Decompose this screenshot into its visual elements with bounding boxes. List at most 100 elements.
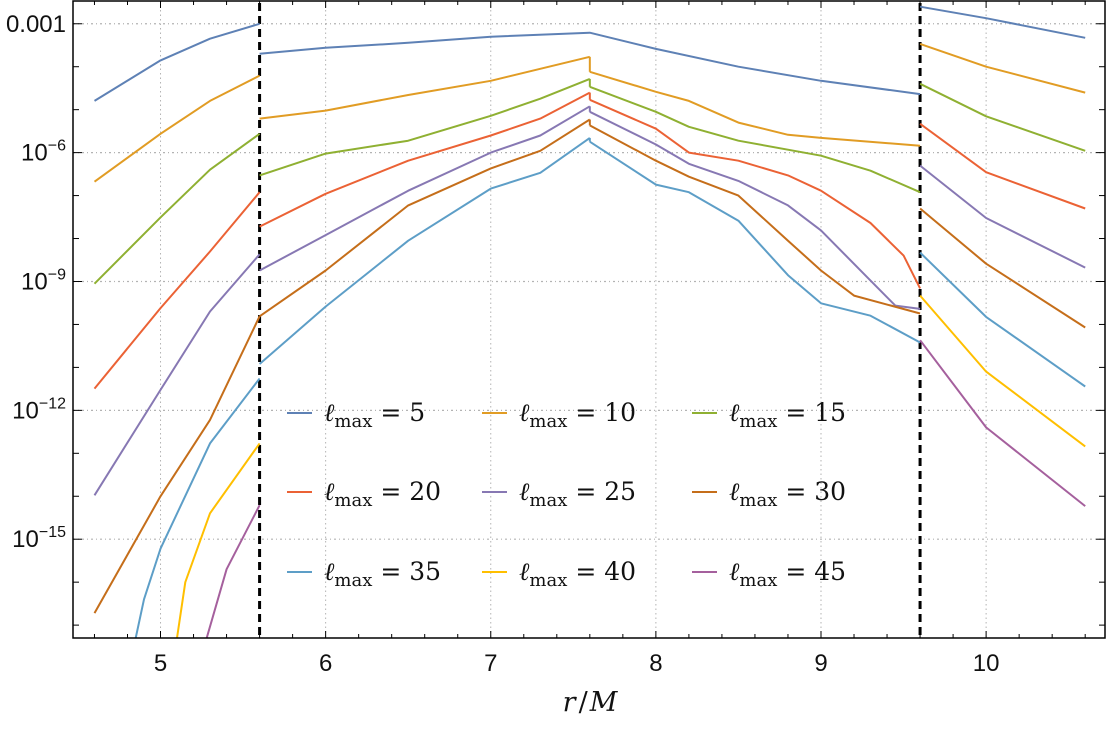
x-axis-title-r: r — [563, 687, 578, 718]
series-line — [258, 137, 591, 365]
y-tick-label: 10−12 — [12, 395, 66, 424]
legend-label: ℓmax = 40 — [519, 557, 636, 591]
x-tick-labels: 5 6 7 8 9 10 — [154, 650, 1000, 677]
y-tick-exponent: −6 — [48, 138, 66, 155]
series-line — [205, 504, 261, 639]
y-tick-base: 0.001 — [6, 11, 66, 38]
y-tick-label: 10−6 — [21, 138, 66, 167]
series-line — [589, 70, 921, 147]
series-line — [919, 339, 1086, 507]
legend-value: = 35 — [380, 557, 441, 586]
series-line — [589, 140, 921, 344]
series-line — [589, 98, 921, 289]
series-line — [93, 253, 261, 496]
x-tick-label: 7 — [484, 650, 497, 677]
y-tick-label: 10−15 — [12, 524, 66, 553]
legend-value: = 15 — [785, 398, 846, 427]
grid — [73, 1, 1105, 638]
dashed-lines — [258, 3, 922, 638]
legend-symbol: ℓ — [729, 398, 740, 427]
legend-subscript: max — [739, 490, 777, 511]
legend-subscript: max — [334, 490, 372, 511]
y-tick-base: 10 — [21, 268, 48, 295]
legend-subscript: max — [529, 570, 567, 591]
x-axis-title-m: M — [589, 687, 619, 718]
series-line — [919, 122, 1086, 210]
legend-value: = 10 — [575, 398, 636, 427]
legend-label: ℓmax = 20 — [324, 477, 441, 511]
series-line — [919, 5, 1086, 39]
series-line — [93, 315, 261, 614]
legend-subscript: max — [739, 411, 777, 432]
series-line — [259, 91, 591, 228]
series-line — [259, 55, 591, 120]
y-tick-base: 10 — [21, 140, 48, 167]
series-line — [259, 118, 591, 318]
series-line — [919, 207, 1086, 329]
x-tick-label: 6 — [319, 650, 332, 677]
series-line — [919, 42, 1086, 94]
series-line — [589, 124, 921, 315]
legend-value: = 5 — [380, 398, 425, 427]
series-line — [93, 191, 261, 390]
series-line — [134, 377, 261, 639]
legend-value: = 45 — [785, 557, 846, 586]
legend-value: = 40 — [575, 557, 636, 586]
x-axis-title: r/M — [563, 687, 619, 718]
legend-label: ℓmax = 15 — [729, 398, 846, 432]
x-tick-label: 10 — [973, 650, 1000, 677]
y-tick-exponent: −12 — [39, 395, 66, 412]
x-tick-label: 9 — [814, 650, 827, 677]
legend-label: ℓmax = 30 — [729, 477, 846, 511]
legend-item: ℓmax = 30 — [692, 477, 846, 511]
y-tick-label: 10−9 — [21, 266, 66, 295]
legend-subscript: max — [334, 570, 372, 591]
legend-item: ℓmax = 45 — [692, 557, 846, 591]
series-line — [176, 442, 261, 639]
legend-symbol: ℓ — [729, 557, 740, 586]
y-tick-base: 10 — [12, 526, 39, 553]
series-line — [589, 110, 921, 310]
x-tick-label: 8 — [649, 650, 662, 677]
legend-label: ℓmax = 5 — [324, 398, 425, 432]
legend-subscript: max — [529, 411, 567, 432]
legend-item: ℓmax = 5 — [287, 398, 425, 432]
legend-label: ℓmax = 25 — [519, 477, 636, 511]
legend-symbol: ℓ — [324, 398, 335, 427]
legend-item: ℓmax = 10 — [482, 398, 636, 432]
series-line — [589, 85, 921, 194]
legend-item: ℓmax = 40 — [482, 557, 636, 591]
y-tick-base: 10 — [12, 397, 39, 424]
y-tick-label: 0.001 — [6, 11, 66, 38]
legend-item: ℓmax = 25 — [482, 477, 636, 511]
series-line — [259, 31, 921, 96]
legend-item: ℓmax = 20 — [287, 477, 441, 511]
series-line — [919, 82, 1086, 152]
series-line — [93, 74, 261, 183]
legend-item: ℓmax = 35 — [287, 557, 441, 591]
series-line — [93, 22, 260, 102]
series-line — [259, 77, 591, 177]
legend-label: ℓmax = 10 — [519, 398, 636, 432]
legend-symbol: ℓ — [729, 477, 740, 506]
series-lines — [93, 5, 1086, 639]
y-tick-exponent: −15 — [39, 524, 66, 541]
legend-symbol: ℓ — [324, 477, 335, 506]
legend-subscript: max — [739, 570, 777, 591]
legend-label: ℓmax = 45 — [729, 557, 846, 591]
series-line — [919, 294, 1086, 448]
legend-value: = 30 — [785, 477, 846, 506]
legend-symbol: ℓ — [324, 557, 335, 586]
legend-subscript: max — [334, 411, 372, 432]
legend-item: ℓmax = 15 — [692, 398, 846, 432]
legend-symbol: ℓ — [519, 398, 530, 427]
legend-symbol: ℓ — [519, 477, 530, 506]
legend-symbol: ℓ — [519, 557, 530, 586]
x-axis-title-slash: / — [579, 687, 589, 718]
legend-subscript: max — [529, 490, 567, 511]
ticks — [73, 1, 1105, 638]
legend-value: = 25 — [575, 477, 636, 506]
